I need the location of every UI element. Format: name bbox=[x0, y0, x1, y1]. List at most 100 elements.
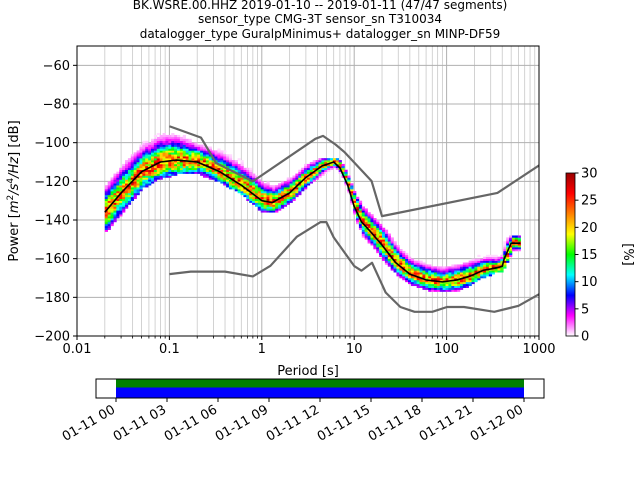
psd-cell bbox=[442, 278, 446, 281]
psd-cell bbox=[214, 177, 218, 180]
psd-cell bbox=[384, 256, 389, 259]
psd-cell bbox=[471, 281, 475, 285]
psd-cell bbox=[416, 274, 420, 277]
psd-cell bbox=[254, 187, 259, 190]
psd-cell bbox=[312, 167, 316, 171]
psd-cell bbox=[373, 243, 377, 246]
psd-cell bbox=[283, 181, 288, 184]
psd-cell bbox=[113, 220, 117, 223]
psd-cell bbox=[353, 210, 357, 213]
psd-cell bbox=[252, 181, 256, 184]
psd-cell bbox=[104, 227, 109, 230]
psd-cell bbox=[509, 249, 513, 252]
psd-cell bbox=[483, 260, 487, 263]
psd-cell bbox=[234, 185, 238, 188]
psd-cell bbox=[361, 218, 365, 221]
psd-cell bbox=[283, 189, 288, 192]
psd-cell bbox=[454, 268, 458, 271]
psd-cell bbox=[321, 160, 325, 163]
psd-cell bbox=[503, 243, 507, 246]
psd-cell bbox=[367, 220, 371, 223]
psd-cell bbox=[410, 260, 415, 263]
psd-cell bbox=[162, 163, 166, 167]
psd-cell bbox=[252, 173, 256, 176]
psd-cell bbox=[145, 177, 149, 180]
psd-cell bbox=[133, 162, 137, 165]
psd-cell bbox=[477, 272, 481, 275]
psd-cell bbox=[151, 142, 155, 145]
psd-cell bbox=[188, 158, 192, 161]
psd-cell bbox=[353, 191, 357, 194]
psd-cell bbox=[517, 237, 521, 240]
psd-cell bbox=[422, 285, 426, 288]
psd-cell bbox=[382, 233, 386, 236]
psd-cell bbox=[119, 181, 123, 184]
psd-cell bbox=[252, 189, 256, 192]
psd-cell bbox=[448, 285, 452, 288]
psd-cell bbox=[416, 262, 420, 265]
psd-cell bbox=[165, 162, 169, 165]
psd-cell bbox=[445, 268, 449, 271]
psd-cell bbox=[125, 200, 129, 203]
psd-cell bbox=[153, 165, 158, 169]
psd-cell bbox=[451, 266, 455, 269]
psd-cell bbox=[402, 262, 406, 265]
psd-cell bbox=[517, 247, 521, 250]
psd-cell bbox=[263, 183, 267, 186]
psd-cell bbox=[289, 185, 293, 188]
psd-cell bbox=[491, 256, 495, 259]
psd-cell bbox=[200, 148, 204, 151]
psd-cell bbox=[240, 177, 244, 180]
psd-cell bbox=[257, 187, 262, 190]
psd-cell bbox=[298, 177, 302, 180]
psd-cell bbox=[384, 241, 389, 244]
psd-cell bbox=[228, 181, 233, 184]
psd-cell bbox=[497, 260, 501, 263]
psd-cell bbox=[275, 200, 279, 203]
psd-cell bbox=[252, 191, 256, 194]
psd-cell bbox=[200, 154, 204, 157]
x-tick-label: 100 bbox=[434, 342, 459, 357]
psd-cell bbox=[459, 279, 464, 283]
psd-cell bbox=[347, 183, 351, 186]
psd-cell bbox=[171, 146, 175, 149]
psd-cell bbox=[312, 171, 316, 174]
psd-cell bbox=[517, 245, 521, 248]
psd-cell bbox=[263, 187, 267, 190]
psd-cell bbox=[177, 162, 181, 165]
psd-cell bbox=[436, 266, 441, 269]
psd-cell bbox=[116, 214, 120, 217]
psd-cell bbox=[122, 163, 126, 167]
psd-cell bbox=[511, 241, 516, 244]
psd-cell bbox=[278, 208, 282, 211]
psd-cell bbox=[243, 192, 247, 196]
psd-cell bbox=[113, 196, 117, 200]
psd-cell bbox=[387, 249, 391, 252]
psd-cell bbox=[191, 146, 195, 149]
psd-cell bbox=[358, 223, 363, 227]
psd-cell bbox=[133, 171, 137, 174]
psd-cell bbox=[127, 177, 132, 180]
psd-cell bbox=[110, 206, 114, 209]
psd-cell bbox=[483, 274, 487, 277]
psd-cell bbox=[168, 162, 172, 165]
psd-cell bbox=[133, 183, 137, 186]
psd-cell bbox=[191, 158, 195, 161]
psd-cell bbox=[110, 187, 114, 190]
psd-cell bbox=[243, 181, 247, 184]
psd-cell bbox=[373, 227, 377, 230]
psd-cell bbox=[107, 225, 111, 229]
psd-cell bbox=[202, 169, 207, 172]
psd-cell bbox=[301, 175, 305, 178]
psd-cell bbox=[497, 270, 501, 273]
psd-cell bbox=[393, 252, 397, 256]
psd-cell bbox=[119, 206, 123, 209]
psd-cell bbox=[159, 163, 163, 167]
psd-cell bbox=[185, 150, 189, 153]
psd-cell bbox=[174, 156, 178, 159]
psd-cell bbox=[491, 258, 495, 261]
psd-cell bbox=[347, 181, 351, 184]
psd-cell bbox=[133, 169, 137, 172]
psd-cell bbox=[370, 221, 374, 225]
psd-cell bbox=[370, 229, 374, 232]
